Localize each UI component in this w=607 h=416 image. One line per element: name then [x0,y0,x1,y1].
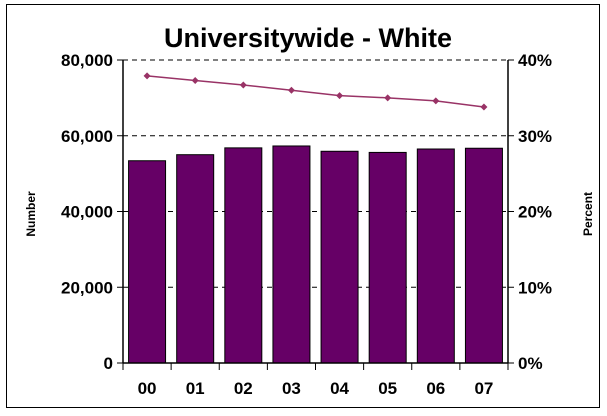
y-tick-label: 0 [104,354,113,373]
percent-point-06 [432,97,440,105]
x-tick-label: 03 [282,379,301,398]
percent-line-series [143,72,488,111]
axes [117,59,514,370]
percent-line [146,75,485,108]
chart-title: Universitywide - White [164,23,452,53]
y2-axis-label: Percent [581,192,595,236]
percent-point-05 [384,94,392,102]
y-tick-label: 20,000 [61,278,113,297]
bar-03 [272,145,311,364]
y2-tick-label: 30% [518,127,552,146]
percent-point-02 [239,81,247,89]
bar-04 [320,150,359,364]
bar-07 [464,147,503,364]
percent-point-04 [336,92,344,100]
y2-tick-label: 40% [518,51,552,70]
tick-labels: 0 0% 20,000 10% 40,000 20% 60,000 30% 80,000 40% 0… [61,51,552,398]
bar-05 [368,151,407,364]
y-axis-label: Number [24,191,38,237]
x-tick-label: 00 [138,379,157,398]
bar-series [128,145,503,364]
bar-06 [416,148,455,364]
y-tick-label: 80,000 [61,51,113,70]
x-tick-label: 01 [186,379,205,398]
x-tick-label: 05 [378,379,397,398]
y-tick-label: 60,000 [61,127,113,146]
y-tick-label: 40,000 [61,203,113,222]
bar-00 [128,160,167,364]
percent-point-01 [191,76,199,84]
bar-01 [176,154,215,364]
x-tick-label: 02 [234,379,253,398]
x-tick-label: 07 [474,379,493,398]
bar-02 [224,147,263,364]
x-tick-label: 06 [426,379,445,398]
y2-tick-label: 20% [518,203,552,222]
y2-tick-label: 10% [518,278,552,297]
percent-point-00 [143,72,151,80]
y2-tick-label: 0% [518,354,543,373]
x-tick-label: 04 [330,379,349,398]
percent-point-07 [480,103,488,111]
percent-point-03 [287,86,295,94]
